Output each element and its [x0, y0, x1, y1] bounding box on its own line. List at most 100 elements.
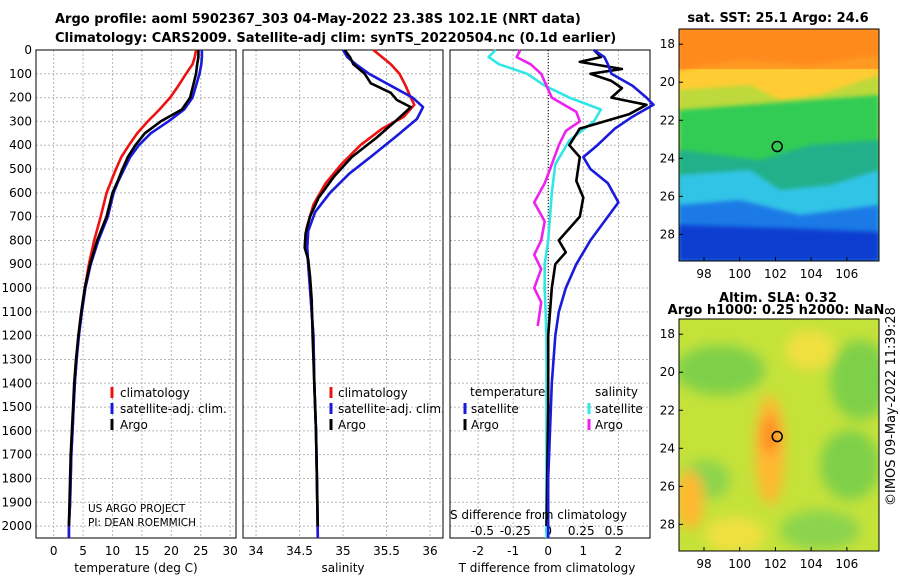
lat-tick-label: -26	[660, 189, 675, 203]
s-tick-label: -0.25	[500, 524, 531, 538]
legend-t-argo-label: Argo	[471, 418, 499, 432]
temperature-legend: climatology satellite-adj. clim. Argo	[110, 386, 227, 432]
lon-tick-label: 106	[835, 267, 858, 281]
lon-tick-label: 106	[835, 557, 858, 571]
depth-tick-label: 1600	[1, 424, 32, 438]
x-tick-label: 36	[422, 544, 437, 558]
x-tick-label: 34.5	[286, 544, 313, 558]
lon-tick-label: 102	[764, 267, 787, 281]
x-tick-label: 2	[615, 544, 623, 558]
depth-tick-label: 500	[9, 162, 32, 176]
sla-field	[679, 319, 879, 551]
salinity-axis-label: salinity	[321, 561, 364, 575]
legend-s-satellite-label: satellite	[595, 402, 643, 416]
sla-map: Altim. SLA: 0.32 Argo h1000: 0.25 h2000:…	[660, 291, 885, 571]
depth-tick-label: 800	[9, 233, 32, 247]
x-tick-label: 0	[50, 544, 58, 558]
project-footnote: US ARGO PROJECT	[88, 503, 186, 515]
lon-tick-label: 98	[696, 557, 711, 571]
legend-climatology-label: climatology	[338, 386, 408, 400]
legend-climatology-label: climatology	[120, 386, 190, 400]
lat-tick-label: -18	[660, 327, 675, 341]
lat-tick-label: -24	[660, 151, 675, 165]
difference-legend: temperature salinity satellite Argo sate…	[463, 385, 643, 432]
series-line-t-argo	[545, 49, 648, 527]
x-tick-label: 25	[193, 544, 208, 558]
x-tick-label: 20	[164, 544, 179, 558]
depth-tick-label: 700	[9, 210, 32, 224]
series-line-satellite-adj-clim	[67, 50, 204, 538]
lon-tick-label: 100	[728, 557, 751, 571]
legend-satellite-label: satellite-adj. clim.	[120, 402, 227, 416]
depth-tick-label: 1200	[1, 329, 32, 343]
depth-tick-label: 100	[9, 67, 32, 81]
lon-tick-label: 98	[696, 267, 711, 281]
difference-profile-plot: -2 -1 0 1 2 -0.5 -0.25 0 0.25 0.5 T difference f…	[449, 48, 655, 575]
series-line-s-argo	[515, 49, 582, 327]
x-tick-label: 10	[105, 544, 120, 558]
lat-tick-label: -28	[660, 517, 675, 531]
lat-tick-label: -20	[660, 365, 675, 379]
series-line-satellite-adj-clim	[306, 49, 425, 539]
sst-map-title: sat. SST: 25.1 Argo: 24.6	[687, 11, 868, 26]
legend-argo-label: Argo	[338, 418, 366, 432]
x-tick-label: 15	[134, 544, 149, 558]
legend-satellite-label: satellite-adj. clim.	[338, 402, 445, 416]
lat-tick-label: -26	[660, 479, 675, 493]
figure-title-line-1: Argo profile: aoml 5902367_303 04-May-20…	[55, 12, 581, 27]
x-tick-label: 35.5	[373, 544, 400, 558]
lat-tick-label: -20	[660, 75, 675, 89]
salinity-profile-plot: 34 34.5 35 35.5 36 salinity climatology sate…	[242, 48, 445, 575]
sla-map-frame	[678, 318, 880, 552]
lon-tick-label: 104	[800, 267, 823, 281]
x-tick-label: 35	[335, 544, 350, 558]
x-tick-label: 0	[544, 544, 552, 558]
sla-map-title-line-2: Argo h1000: 0.25 h2000: NaN	[668, 303, 885, 318]
lon-tick-label: 100	[728, 267, 751, 281]
series-line-climatology	[305, 48, 416, 539]
depth-tick-label: 1400	[1, 376, 32, 390]
t-difference-axis-label: T difference from climatology	[458, 561, 636, 575]
s-tick-label: 0.5	[605, 524, 624, 538]
depth-tick-label: 300	[9, 114, 32, 128]
series-line-climatology	[67, 49, 198, 538]
lat-tick-label: -24	[660, 441, 675, 455]
temperature-axis-label: temperature (deg C)	[74, 561, 197, 575]
s-tick-label: 0.25	[568, 524, 595, 538]
series-line-argo	[303, 49, 413, 527]
legend-temperature-title: temperature	[470, 385, 545, 399]
argo-float-marker	[771, 140, 783, 153]
depth-tick-label: 1500	[1, 400, 32, 414]
difference-plot-frame	[449, 49, 651, 539]
x-tick-label: -2	[472, 544, 484, 558]
s-difference-axis-label: S difference from climatology	[450, 508, 627, 522]
legend-salinity-title: salinity	[595, 385, 638, 399]
x-tick-label: 1	[580, 544, 588, 558]
x-tick-label: 5	[79, 544, 87, 558]
s-tick-label: -0.5	[471, 524, 494, 538]
x-tick-label: -1	[507, 544, 519, 558]
sst-map-frame	[678, 28, 880, 262]
legend-t-satellite-label: satellite	[471, 402, 519, 416]
temperature-profile-plot: 0100200300400500600700800900100011001200…	[1, 43, 237, 575]
depth-tick-label: 1100	[1, 305, 32, 319]
x-tick-label: 30	[222, 544, 237, 558]
legend-argo-label: Argo	[120, 418, 148, 432]
depth-tick-label: 200	[9, 91, 32, 105]
lat-tick-label: -22	[660, 403, 675, 417]
lat-tick-label: -18	[660, 37, 675, 51]
timestamp-label: ©IMOS 09-May-2022 11:39:28	[884, 307, 899, 506]
lat-tick-label: -28	[660, 227, 675, 241]
argo-float-marker	[771, 430, 783, 443]
lon-tick-label: 102	[764, 557, 787, 571]
depth-tick-label: 1300	[1, 352, 32, 366]
pi-footnote: PI: DEAN ROEMMICH	[88, 517, 196, 529]
sla-map-title-line-1: Altim. SLA: 0.32	[719, 291, 837, 306]
depth-tick-label: 1700	[1, 448, 32, 462]
depth-tick-label: 1000	[1, 281, 32, 295]
depth-tick-label: 1900	[1, 495, 32, 509]
lat-tick-label: -22	[660, 113, 675, 127]
x-tick-label: 34	[248, 544, 263, 558]
sst-map: sat. SST: 25.1 Argo: 24.6 98 100 102 104 106…	[660, 11, 880, 281]
depth-tick-label: 900	[9, 257, 32, 271]
